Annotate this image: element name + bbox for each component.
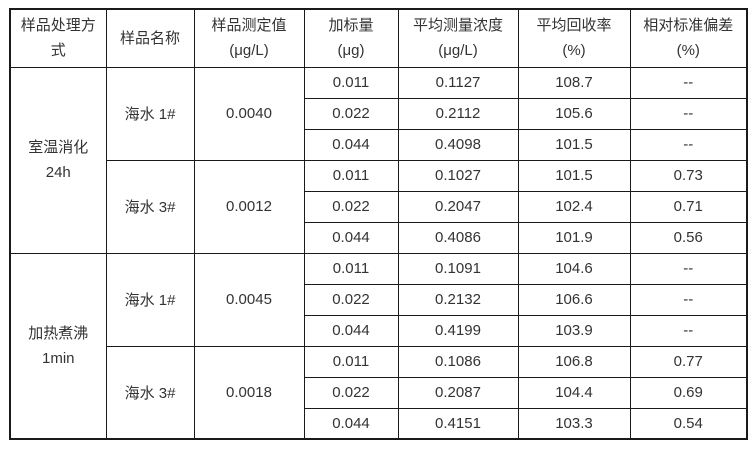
cell-recovery: 101.5 xyxy=(517,159,631,192)
cell-rsd: -- xyxy=(629,97,748,130)
header-unit: (μg/L) xyxy=(438,42,478,60)
cell-treatment: 室温消化 24h xyxy=(9,66,107,254)
header-label: 平均回收率 xyxy=(536,17,612,35)
table-row: 室温消化 24h 海水 1# 0.0040 0.011 0.1127 108.7… xyxy=(9,66,748,254)
cell-sample-name: 海水 1# xyxy=(105,252,195,347)
cell-rsd: -- xyxy=(629,252,748,285)
cell-avg-conc: 0.1091 xyxy=(397,252,519,285)
cell-recovery: 101.9 xyxy=(517,221,631,254)
table-row: 海水 3# 0.0018 0.011 0.1086 106.8 0.77 xyxy=(10,345,748,440)
treatment-line1: 室温消化 xyxy=(28,139,89,156)
cell-rsd: 0.71 xyxy=(629,190,748,223)
header-unit: (μg/L) xyxy=(229,42,269,60)
cell-recovery: 108.7 xyxy=(517,66,631,99)
cell-avg-conc: 0.2112 xyxy=(397,97,519,130)
header-unit: (μg) xyxy=(337,42,365,60)
header-label: 平均测量浓度 xyxy=(412,17,503,35)
cell-measured-value: 0.0018 xyxy=(193,345,305,440)
cell-rsd: -- xyxy=(629,66,748,99)
table-row: 0.044 0.4199 103.9 -- xyxy=(10,314,748,347)
cell-recovery: 101.5 xyxy=(517,128,631,161)
cell-spike: 0.022 xyxy=(303,376,399,409)
cell-avg-conc: 0.4086 xyxy=(397,221,519,254)
table-row: 0.022 0.2047 102.4 0.71 xyxy=(10,190,748,223)
cell-recovery: 106.6 xyxy=(517,283,631,316)
col-header-sample-name: 样品名称 xyxy=(105,8,195,68)
cell-rsd: -- xyxy=(629,314,748,347)
cell-sample-name: 海水 3# xyxy=(105,159,195,254)
cell-spike: 0.011 xyxy=(303,252,399,285)
cell-measured-value: 0.0012 xyxy=(193,159,305,254)
cell-avg-conc: 0.4098 xyxy=(397,128,519,161)
cell-spike: 0.044 xyxy=(303,128,399,161)
cell-avg-conc: 0.4151 xyxy=(397,407,519,440)
header-label: 相对标准偏差 xyxy=(643,17,734,35)
cell-recovery: 105.6 xyxy=(517,97,631,130)
header-row: 样品处理方式 样品名称 样品测定值 (μg/L) 加标量 (μg) 平均测量浓度… xyxy=(9,8,748,68)
table-row: 0.044 0.4151 103.3 0.54 xyxy=(10,407,748,440)
cell-recovery: 103.9 xyxy=(517,314,631,347)
cell-rsd: 0.77 xyxy=(629,345,748,378)
col-header-treatment: 样品处理方式 xyxy=(9,8,107,68)
header-unit: (%) xyxy=(562,42,586,60)
cell-spike: 0.011 xyxy=(303,159,399,192)
header-label: 加标量 xyxy=(328,17,374,35)
cell-avg-conc: 0.1086 xyxy=(397,345,519,378)
col-header-avg-recovery: 平均回收率 (%) xyxy=(517,8,631,68)
col-header-rsd: 相对标准偏差 (%) xyxy=(629,8,748,68)
cell-spike: 0.044 xyxy=(303,314,399,347)
cell-avg-conc: 0.1027 xyxy=(397,159,519,192)
cell-spike: 0.044 xyxy=(303,407,399,440)
cell-treatment: 加热煮沸 1min xyxy=(9,252,107,440)
header-label: 样品处理方式 xyxy=(20,17,96,60)
cell-recovery: 104.6 xyxy=(517,252,631,285)
cell-sample-name: 海水 3# xyxy=(105,345,195,440)
cell-rsd: 0.69 xyxy=(629,376,748,409)
cell-recovery: 103.3 xyxy=(517,407,631,440)
table-row: 海水 3# 0.0012 0.011 0.1027 101.5 0.73 xyxy=(10,159,748,254)
col-header-measured-value: 样品测定值 (μg/L) xyxy=(193,8,305,68)
cell-rsd: 0.54 xyxy=(629,407,748,440)
cell-avg-conc: 0.2087 xyxy=(397,376,519,409)
cell-avg-conc: 0.2132 xyxy=(397,283,519,316)
cell-sample-name: 海水 1# xyxy=(105,66,195,161)
cell-recovery: 102.4 xyxy=(517,190,631,223)
col-header-spike-amount: 加标量 (μg) xyxy=(303,8,399,68)
col-header-avg-concentration: 平均测量浓度 (μg/L) xyxy=(397,8,519,68)
cell-rsd: 0.56 xyxy=(629,221,748,254)
header-unit: (%) xyxy=(676,42,700,60)
cell-rsd: -- xyxy=(629,128,748,161)
cell-avg-conc: 0.1127 xyxy=(397,66,519,99)
cell-rsd: -- xyxy=(629,283,748,316)
cell-spike: 0.022 xyxy=(303,283,399,316)
treatment-line2: 1min xyxy=(41,349,75,367)
header-label: 样品测定值 xyxy=(211,17,287,35)
table-row: 0.022 0.2112 105.6 -- xyxy=(10,97,748,130)
cell-spike: 0.022 xyxy=(303,190,399,223)
table-row: 0.044 0.4098 101.5 -- xyxy=(10,128,748,161)
cell-spike: 0.044 xyxy=(303,221,399,254)
cell-measured-value: 0.0045 xyxy=(193,252,305,347)
table-row: 0.022 0.2087 104.4 0.69 xyxy=(10,376,748,409)
cell-spike: 0.011 xyxy=(303,66,399,99)
cell-recovery: 106.8 xyxy=(517,345,631,378)
table-row: 加热煮沸 1min 海水 1# 0.0045 0.011 0.1091 104.… xyxy=(9,252,748,440)
cell-recovery: 104.4 xyxy=(517,376,631,409)
treatment-line2: 24h xyxy=(45,164,71,181)
spike-recovery-table: 样品处理方式 样品名称 样品测定值 (μg/L) 加标量 (μg) 平均测量浓度… xyxy=(9,8,748,440)
cell-measured-value: 0.0040 xyxy=(193,66,305,161)
cell-spike: 0.022 xyxy=(303,97,399,130)
header-label: 样品名称 xyxy=(119,29,180,47)
treatment-line1: 加热煮沸 xyxy=(28,324,89,342)
table-row: 0.022 0.2132 106.6 -- xyxy=(10,283,748,316)
cell-spike: 0.011 xyxy=(303,345,399,378)
cell-avg-conc: 0.4199 xyxy=(397,314,519,347)
cell-avg-conc: 0.2047 xyxy=(397,190,519,223)
cell-rsd: 0.73 xyxy=(629,159,748,192)
